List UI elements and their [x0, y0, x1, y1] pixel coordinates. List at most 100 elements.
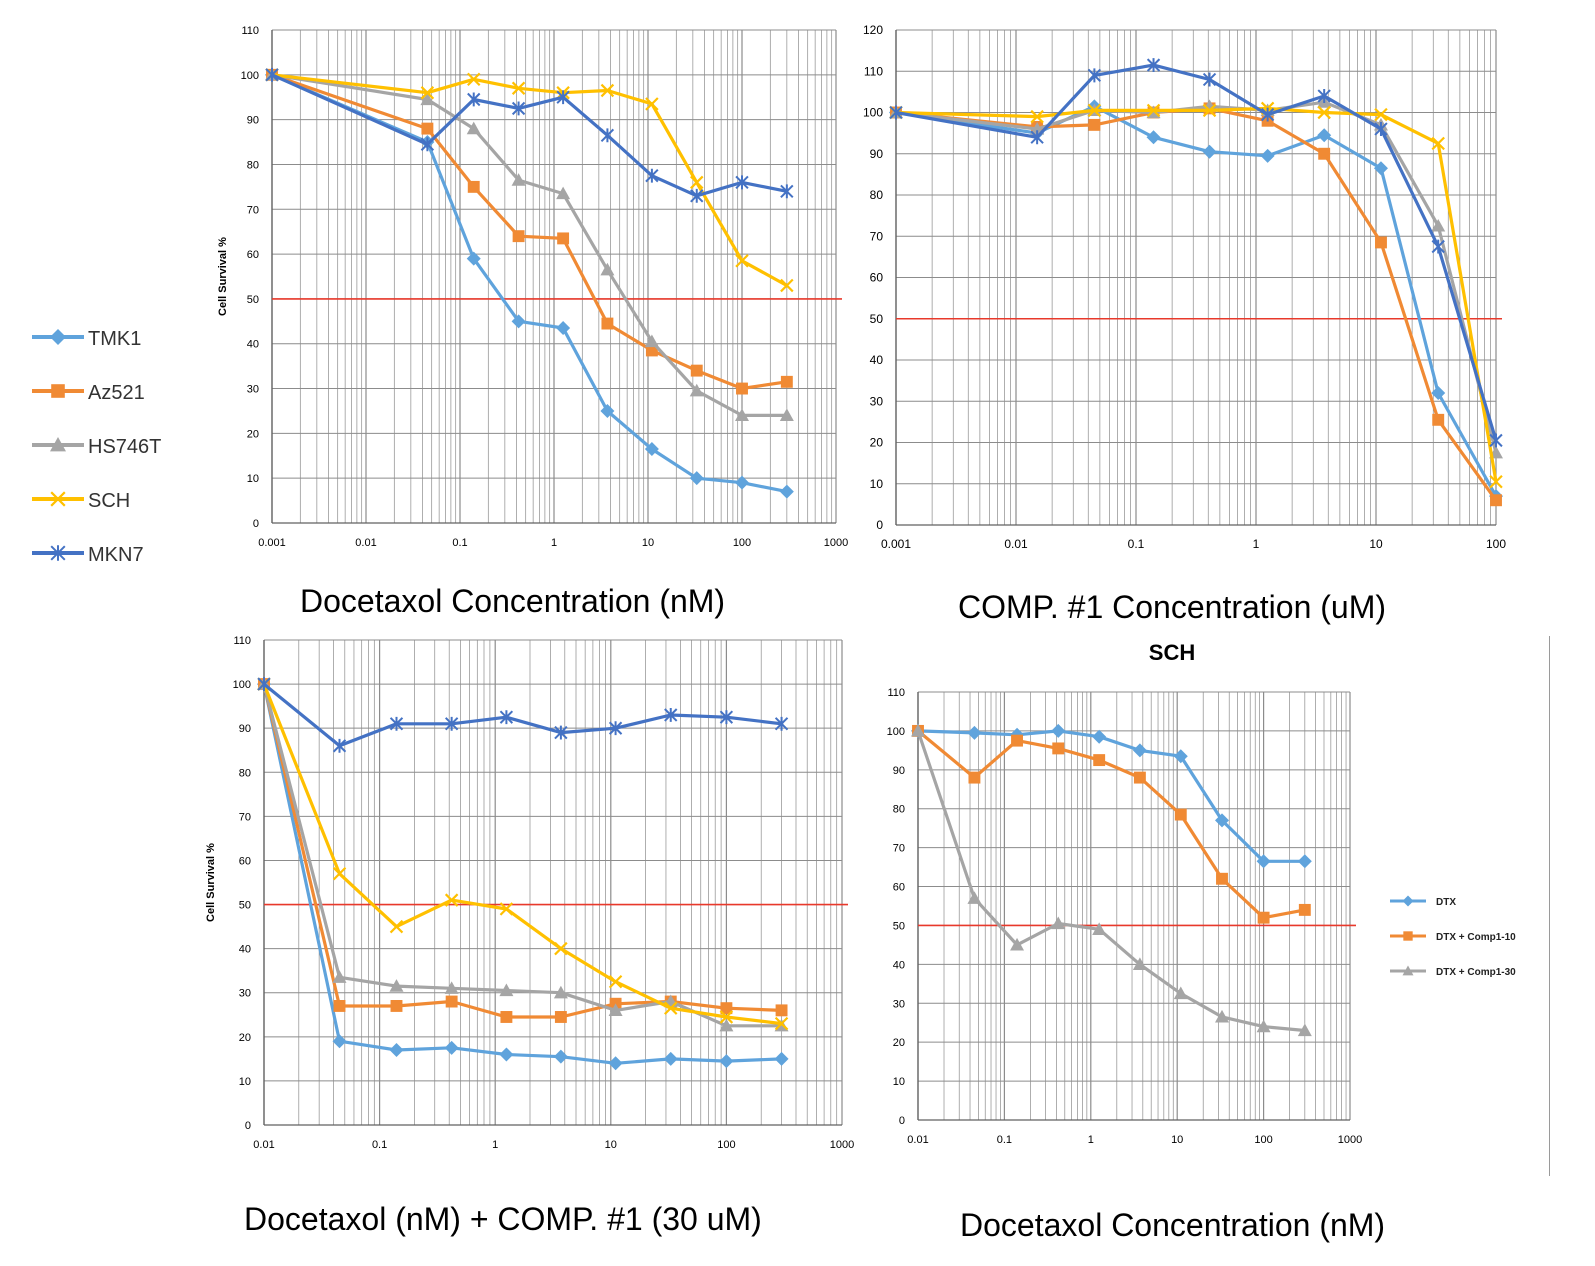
x-tick-label: 1000 [830, 1139, 854, 1151]
data-point [1317, 128, 1332, 143]
y-tick-label: 10 [247, 473, 259, 485]
y-tick-label: 50 [893, 920, 905, 932]
legend-sch: DTX DTX + Comp1-10 DTX + Comp1-30 [1390, 895, 1516, 978]
data-point [664, 708, 678, 722]
y-tick-label: 30 [239, 988, 251, 1000]
y-tick-label: 110 [241, 25, 259, 37]
y-axis-title: Cell Survival % [217, 237, 229, 316]
data-point [1214, 813, 1229, 828]
data-point [1010, 937, 1025, 951]
data-point [1257, 911, 1270, 924]
x-axis-title-combo: Docetaxol (nM) + COMP. #1 (30 uM) [244, 1201, 762, 1237]
y-tick-label: 110 [233, 635, 251, 647]
y-tick-label: 70 [247, 204, 259, 216]
data-point [1030, 109, 1044, 124]
legend-label: TMK1 [88, 328, 141, 350]
y-tick-label: 90 [247, 115, 259, 127]
data-point [775, 1004, 788, 1017]
legend-label: DTX [1436, 897, 1456, 908]
data-point [645, 344, 658, 357]
y-tick-label: 30 [247, 384, 259, 396]
x-tick-label: 0.001 [881, 537, 911, 551]
x-tick-label: 0.1 [372, 1139, 387, 1151]
data-point [420, 137, 435, 152]
data-point [779, 408, 794, 422]
data-point [1373, 161, 1388, 176]
y-tick-label: 70 [870, 229, 884, 243]
legend-label: MKN7 [88, 544, 144, 566]
legend-swatch-marker [1403, 931, 1413, 941]
data-point [332, 970, 347, 983]
data-point [1431, 239, 1445, 254]
x-tick-label: 0.01 [253, 1139, 274, 1151]
data-point [511, 81, 526, 95]
data-point [719, 1018, 734, 1032]
data-point [1092, 922, 1107, 935]
legend-swatch-marker [50, 329, 66, 345]
data-point [556, 186, 571, 200]
data-point [1132, 957, 1147, 970]
data-point [664, 1001, 678, 1015]
data-point [1011, 734, 1023, 747]
data-point [690, 188, 704, 203]
series-line [270, 73, 789, 391]
data-point [719, 710, 734, 725]
x-tick-label: 1 [492, 1139, 498, 1151]
data-point [1173, 749, 1188, 764]
x-tick-label: 0.1 [452, 537, 467, 549]
data-point [389, 1043, 404, 1058]
x-tick-label: 1000 [1338, 1134, 1362, 1146]
data-point [911, 723, 925, 737]
data-point [1431, 386, 1446, 400]
data-point [780, 184, 794, 199]
x-tick-label: 10 [605, 1139, 617, 1151]
y-tick-label: 90 [239, 723, 251, 735]
legend-label: HS746T [88, 436, 161, 458]
data-point [774, 1016, 789, 1031]
data-point [1214, 1009, 1229, 1023]
data-point [1298, 903, 1311, 916]
data-point [690, 364, 703, 377]
data-point [332, 738, 347, 753]
x-tick-label: 100 [1486, 537, 1506, 551]
data-point [499, 902, 514, 916]
y-tick-label: 60 [893, 882, 905, 894]
data-point [1052, 742, 1065, 755]
series-line [894, 106, 1498, 484]
data-point [1431, 218, 1446, 232]
legend-item: HS746T [32, 436, 161, 458]
series-az521 [266, 68, 793, 395]
legend-item: MKN7 [32, 544, 144, 566]
y-tick-label: 60 [247, 249, 259, 261]
data-point [780, 375, 793, 388]
legend-main: TMK1 Az521 HS746T SCH MKN7 [32, 328, 161, 566]
data-point [645, 97, 659, 111]
x-tick-label: 0.1 [1128, 537, 1145, 551]
data-point [779, 484, 794, 499]
data-point [1093, 754, 1106, 767]
y-tick-label: 10 [870, 477, 884, 491]
y-tick-label: 20 [239, 1032, 251, 1044]
data-point [257, 677, 271, 692]
series-tmk1 [265, 67, 794, 499]
y-tick-label: 110 [887, 687, 905, 699]
y-tick-label: 110 [864, 64, 883, 78]
data-point [444, 716, 459, 731]
data-point [1132, 743, 1147, 758]
y-tick-label: 90 [870, 147, 884, 161]
data-point [1260, 107, 1275, 122]
data-point [608, 1003, 623, 1016]
legend-swatch-marker [50, 491, 66, 507]
x-tick-label: 1 [551, 537, 557, 549]
legend-item: Az521 [32, 382, 145, 404]
data-point [1297, 854, 1312, 869]
series-line [270, 73, 789, 198]
data-point [389, 919, 404, 934]
legend-swatch-marker [50, 437, 66, 452]
x-tick-label: 100 [717, 1139, 735, 1151]
legend-swatch-marker [1402, 895, 1414, 907]
data-point [554, 725, 568, 740]
